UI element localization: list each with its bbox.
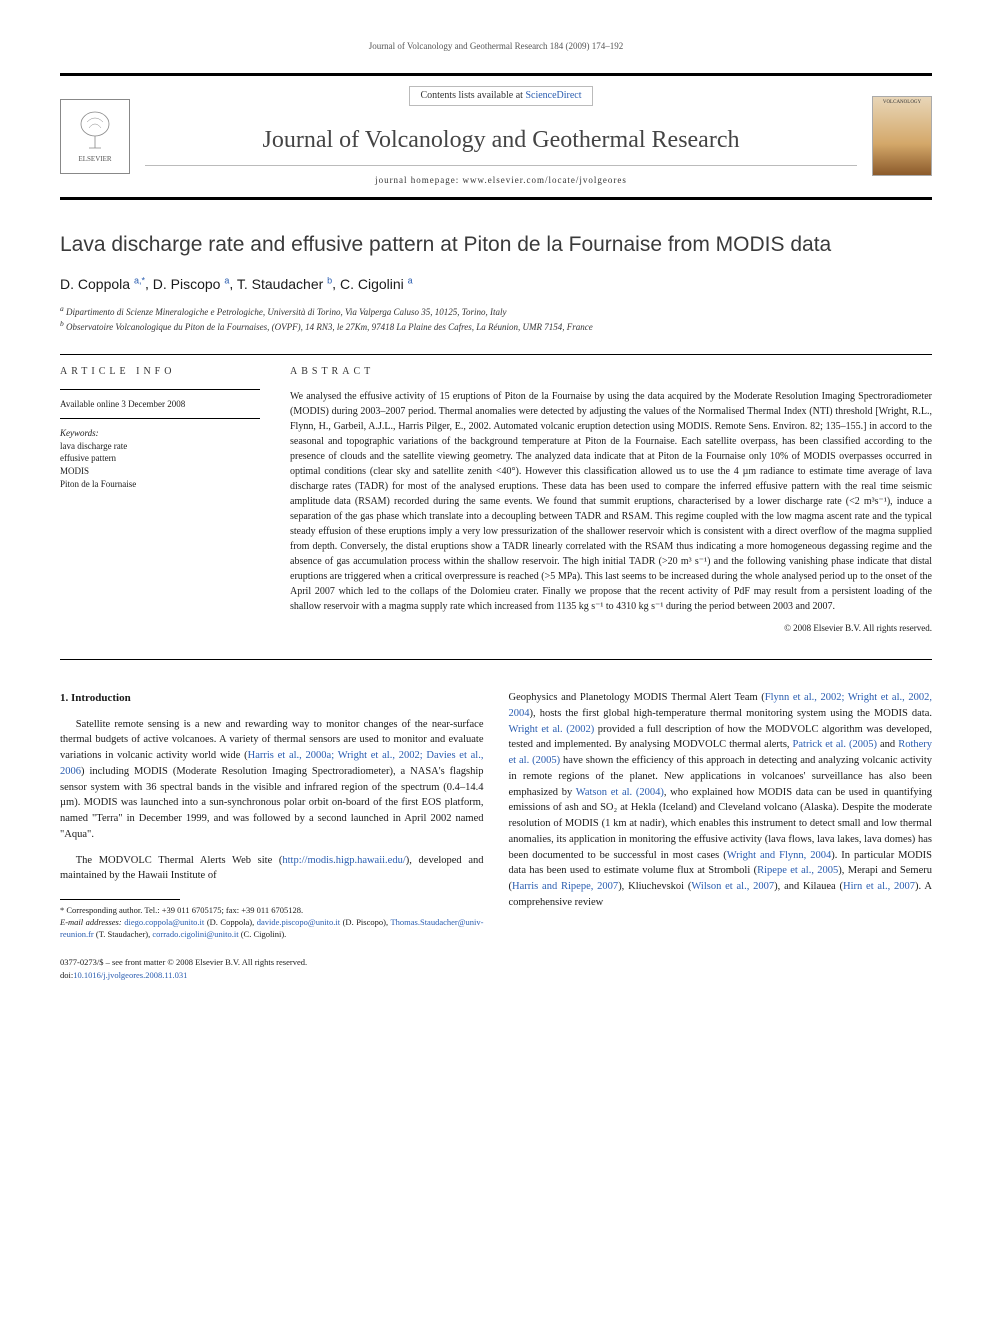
author-name: T. Staudacher (237, 276, 323, 292)
article-title: Lava discharge rate and effusive pattern… (60, 230, 932, 259)
section-heading: 1. Introduction (60, 690, 484, 707)
contents-prefix: Contents lists available at (420, 90, 525, 101)
page-footer: 0377-0273/$ – see front matter © 2008 El… (60, 956, 484, 982)
external-link[interactable]: http://modis.higp.hawaii.edu/ (282, 855, 405, 866)
footnotes: * Corresponding author. Tel.: +39 011 67… (60, 905, 484, 941)
author: D. Piscopo a (153, 276, 230, 292)
doi-line: doi:10.1016/j.jvolgeores.2008.11.031 (60, 969, 484, 982)
body-text: ) including MODIS (Moderate Resolution I… (60, 766, 484, 840)
email-who: (C. Cigolini) (241, 929, 284, 939)
author: T. Staudacher b (237, 276, 332, 292)
author-name: C. Cigolini (340, 276, 404, 292)
keyword: MODIS (60, 465, 260, 478)
affil-text: Dipartimento di Scienze Mineralogiche e … (66, 307, 506, 317)
keyword: effusive pattern (60, 452, 260, 465)
citation-link[interactable]: Wilson et al., 2007 (691, 881, 774, 892)
email-link[interactable]: davide.piscopo@unito.it (257, 917, 340, 927)
author-name: D. Piscopo (153, 276, 221, 292)
info-abstract-row: ARTICLE INFO Available online 3 December… (60, 365, 932, 635)
body-paragraph: The MODVOLC Thermal Alerts Web site (htt… (60, 853, 484, 885)
running-header: Journal of Volcanology and Geothermal Re… (60, 40, 932, 53)
author-affil-mark[interactable]: a,* (134, 275, 145, 285)
email-who: (D. Piscopo) (343, 917, 386, 927)
cover-label: VOLCANOLOGY (883, 99, 921, 106)
affil-text: Observatoire Volcanologique du Piton de … (66, 322, 593, 332)
citation-link[interactable]: Hirn et al., 2007 (843, 881, 915, 892)
affiliation: a Dipartimento di Scienze Mineralogiche … (60, 304, 932, 319)
front-matter-line: 0377-0273/$ – see front matter © 2008 El… (60, 956, 484, 969)
author-affil-mark[interactable]: b (327, 275, 332, 285)
affil-mark: a (60, 304, 64, 313)
affiliations: a Dipartimento di Scienze Mineralogiche … (60, 304, 932, 333)
elsevier-logo: ELSEVIER (60, 99, 130, 174)
author-affil-mark[interactable]: a (408, 275, 413, 285)
citation-link[interactable]: Harris and Ripepe, 2007 (512, 881, 618, 892)
body-text: ), Kliuchevskoi ( (618, 881, 691, 892)
author: C. Cigolini a (340, 276, 413, 292)
email-link[interactable]: diego.coppola@unito.it (124, 917, 204, 927)
divider (60, 659, 932, 660)
body-two-column: 1. Introduction Satellite remote sensing… (60, 690, 932, 981)
elsevier-tree-icon (75, 108, 115, 153)
article-info-block: ARTICLE INFO Available online 3 December… (60, 365, 260, 635)
body-paragraph: Geophysics and Planetology MODIS Thermal… (509, 690, 933, 911)
abstract-text: We analysed the effusive activity of 15 … (290, 389, 932, 614)
affil-mark: b (60, 319, 64, 328)
email-heading: E-mail addresses: (60, 917, 122, 927)
author: D. Coppola a,* (60, 276, 145, 292)
body-text: The MODVOLC Thermal Alerts Web site ( (76, 855, 283, 866)
journal-name: Journal of Volcanology and Geothermal Re… (145, 124, 857, 158)
doi-prefix: doi: (60, 970, 73, 980)
abstract-copyright: © 2008 Elsevier B.V. All rights reserved… (290, 622, 932, 635)
email-who: (D. Coppola) (207, 917, 252, 927)
sciencedirect-link[interactable]: ScienceDirect (525, 90, 581, 101)
email-link[interactable]: corrado.cigolini@unito.it (152, 929, 238, 939)
journal-cover-thumbnail: VOLCANOLOGY (872, 96, 932, 176)
body-text: ), and Kilauea ( (774, 881, 843, 892)
email-addresses: E-mail addresses: diego.coppola@unito.it… (60, 917, 484, 941)
right-column: Geophysics and Planetology MODIS Thermal… (509, 690, 933, 981)
body-text: and (877, 739, 898, 750)
corresponding-author: * Corresponding author. Tel.: +39 011 67… (60, 905, 484, 917)
keywords-heading: Keywords: (60, 427, 260, 440)
body-text: ), hosts the first global high-temperatu… (530, 708, 933, 719)
citation-link[interactable]: Patrick et al. (2005) (793, 739, 878, 750)
body-text: Geophysics and Planetology MODIS Thermal… (509, 692, 765, 703)
homepage-prefix: journal homepage: (375, 175, 462, 185)
divider (60, 354, 932, 355)
footnote-separator (60, 899, 180, 900)
email-who: (T. Staudacher) (96, 929, 148, 939)
author-list: D. Coppola a,*, D. Piscopo a, T. Staudac… (60, 274, 932, 294)
abstract-heading: ABSTRACT (290, 365, 932, 379)
author-affil-mark[interactable]: a (224, 275, 229, 285)
author-name: D. Coppola (60, 276, 130, 292)
article-info-heading: ARTICLE INFO (60, 365, 260, 379)
body-paragraph: Satellite remote sensing is a new and re… (60, 717, 484, 843)
abstract-block: ABSTRACT We analysed the effusive activi… (290, 365, 932, 635)
citation-link[interactable]: Ripepe et al., 2005 (757, 865, 838, 876)
keyword: Piton de la Fournaise (60, 478, 260, 491)
affiliation: b Observatoire Volcanologique du Piton d… (60, 319, 932, 334)
citation-link[interactable]: Wright and Flynn, 2004 (727, 850, 831, 861)
divider (60, 418, 260, 419)
keyword: lava discharge rate (60, 440, 260, 453)
doi-link[interactable]: 10.1016/j.jvolgeores.2008.11.031 (73, 970, 187, 980)
divider (60, 389, 260, 390)
citation-link[interactable]: Watson et al. (2004) (576, 787, 664, 798)
journal-masthead: ELSEVIER Contents lists available at Sci… (60, 73, 932, 200)
citation-link[interactable]: Wright et al. (2002) (509, 724, 595, 735)
contents-available-line: Contents lists available at ScienceDirec… (409, 86, 592, 106)
homepage-url: www.elsevier.com/locate/jvolgeores (463, 175, 627, 185)
elsevier-label: ELSEVIER (78, 155, 111, 165)
available-online: Available online 3 December 2008 (60, 398, 260, 411)
masthead-center: Contents lists available at ScienceDirec… (145, 86, 857, 187)
journal-homepage-line: journal homepage: www.elsevier.com/locat… (145, 165, 857, 187)
left-column: 1. Introduction Satellite remote sensing… (60, 690, 484, 981)
